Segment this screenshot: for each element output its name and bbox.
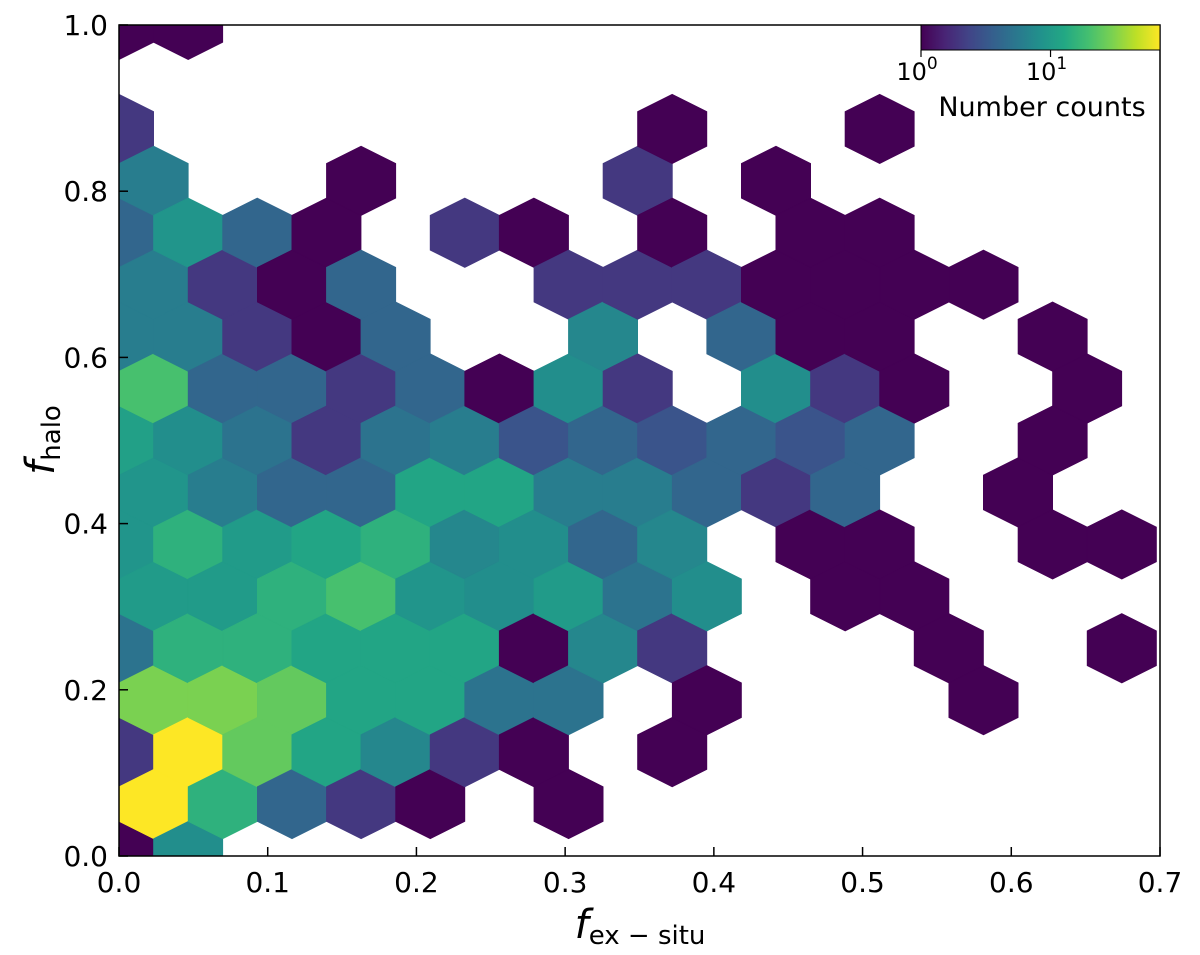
x-tick-label: 0.1 xyxy=(245,866,290,899)
y-axis-ticks: 0.0 0.2 0.4 0.6 0.8 1.0 xyxy=(63,9,128,873)
hex-cell xyxy=(1086,509,1157,580)
hex-cell xyxy=(879,353,950,424)
x-tick-label: 0.0 xyxy=(97,866,142,899)
y-axis-subscript: halo xyxy=(37,405,67,461)
y-axis-title: fhalo xyxy=(18,405,67,475)
x-tick-label: 0.6 xyxy=(989,866,1034,899)
x-axis-ticks: 0.0 0.1 0.2 0.3 0.4 0.5 0.6 0.7 xyxy=(97,847,1183,899)
x-tick-label: 0.3 xyxy=(543,866,588,899)
colorbar-tick-label: 100 xyxy=(896,54,937,86)
hex-cell xyxy=(119,25,155,61)
y-tick-label: 0.6 xyxy=(63,341,108,374)
x-axis-title: fex − situ xyxy=(575,902,706,951)
colorbar-label: Number counts xyxy=(938,92,1145,123)
hex-cell xyxy=(671,665,742,736)
hex-cell xyxy=(948,665,1019,736)
hex-cell xyxy=(533,768,604,840)
hex-cell xyxy=(153,25,224,61)
colorbar-ticks: 100 101 xyxy=(896,50,1067,86)
hex-cell xyxy=(671,561,742,632)
y-tick-label: 0.0 xyxy=(63,840,108,873)
hexbin-cells xyxy=(119,25,1157,856)
y-tick-label: 0.8 xyxy=(63,175,108,208)
hex-cell xyxy=(1086,613,1157,684)
hex-cell xyxy=(1052,353,1123,424)
hex-cell xyxy=(637,93,708,164)
x-tick-label: 0.5 xyxy=(840,866,885,899)
plot-frame xyxy=(118,24,1161,857)
colorbar-gradient xyxy=(920,24,1161,51)
hex-cell xyxy=(948,249,1019,320)
colorbar: 100 101 Number counts xyxy=(896,24,1161,123)
hex-cell xyxy=(844,93,915,164)
hex-cell xyxy=(119,93,155,164)
x-tick-label: 0.4 xyxy=(692,866,737,899)
x-tick-label: 0.7 xyxy=(1138,866,1183,899)
x-axis-subscript: ex − situ xyxy=(589,921,706,951)
y-tick-label: 1.0 xyxy=(63,9,108,42)
colorbar-tick-label: 101 xyxy=(1026,54,1067,86)
y-tick-label: 0.4 xyxy=(63,508,108,541)
x-tick-label: 0.2 xyxy=(394,866,439,899)
hex-cell xyxy=(429,197,500,268)
y-tick-label: 0.2 xyxy=(63,674,108,707)
hex-cell xyxy=(326,145,397,216)
